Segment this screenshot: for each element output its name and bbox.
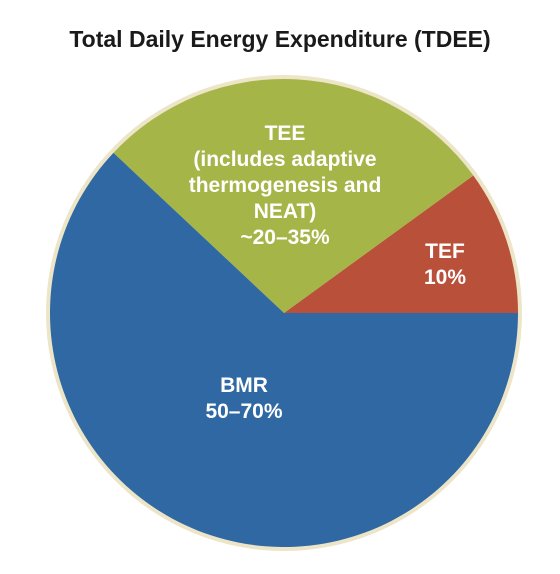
pie-slice-tef bbox=[284, 175, 518, 313]
pie-slices bbox=[49, 79, 518, 548]
slice-label-bmr-line-0: BMR bbox=[220, 374, 268, 397]
pie-slice-tee bbox=[113, 79, 474, 314]
slice-label-tee-line-2: thermogenesis and bbox=[189, 174, 382, 197]
slice-label-tee-line-1: (includes adaptive bbox=[193, 148, 376, 171]
slice-label-tee-line-4: ~20–35% bbox=[240, 226, 330, 249]
slice-label-tef-line-0: TEF bbox=[425, 240, 465, 263]
slice-label-tee-line-0: TEE bbox=[265, 122, 306, 145]
chart-title: Total Daily Energy Expenditure (TDEE) bbox=[69, 26, 491, 52]
slice-label-tee-line-3: NEAT) bbox=[254, 200, 317, 223]
pie-slice-bmr bbox=[49, 152, 518, 548]
slice-label-tef-line-1: 10% bbox=[424, 266, 466, 289]
slice-label-bmr-line-1: 50–70% bbox=[205, 400, 282, 423]
pie-labels: TEF 10% TEE (includes adaptive thermogenesis… bbox=[189, 122, 467, 423]
